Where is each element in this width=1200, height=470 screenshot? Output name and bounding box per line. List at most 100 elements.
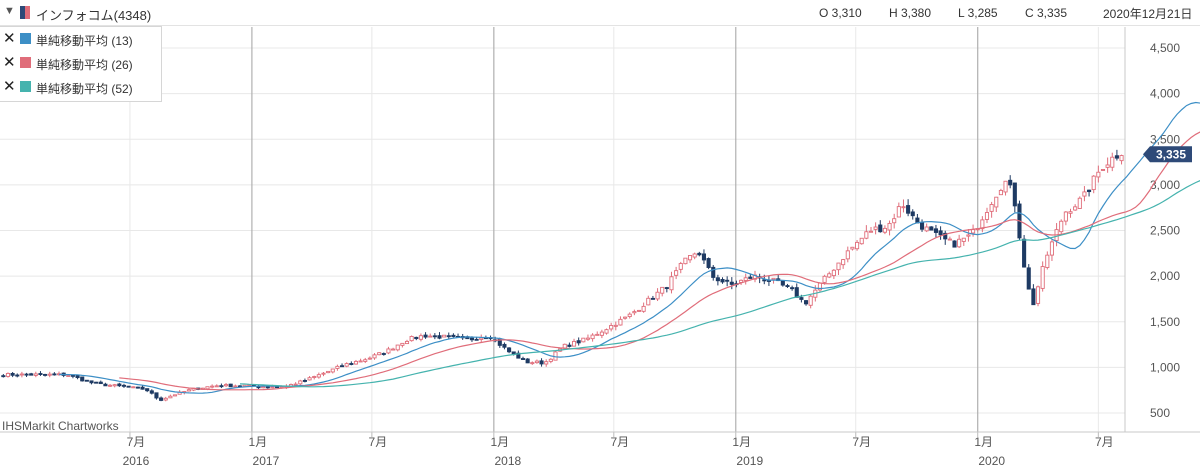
legend-item-sma52: ✕ 単純移動平均 (52) <box>0 77 160 97</box>
candle-down <box>507 347 512 353</box>
candle-up <box>409 335 414 342</box>
candle-up <box>442 334 447 338</box>
candle-up <box>882 227 887 233</box>
candle-up <box>841 259 846 266</box>
collapse-caret-icon[interactable]: ▼ <box>4 5 15 17</box>
candle-up <box>321 372 326 375</box>
indicator-legend: ✕ 単純移動平均 (13) ✕ 単純移動平均 (26) ✕ 単純移動平均 (52… <box>0 26 162 102</box>
chart-header: ▼ インフォコム(4348) O 3,310 H 3,380 L 3,285 C… <box>0 0 1200 26</box>
candle-down <box>349 363 354 365</box>
candle-down <box>748 276 753 279</box>
candle-down <box>469 337 475 341</box>
candle-down <box>135 386 140 389</box>
open-value: O 3,310 <box>819 6 862 20</box>
x-month-label: 1月 <box>732 435 751 449</box>
candle-up <box>855 241 860 250</box>
candle-up <box>595 333 600 336</box>
candle-up <box>172 394 178 397</box>
candle-up <box>1082 191 1087 197</box>
candle-up <box>827 273 832 278</box>
candle-up <box>1091 175 1096 191</box>
x-month-label: 7月 <box>610 435 629 449</box>
candle-down <box>52 373 57 376</box>
candle-down <box>121 384 127 387</box>
candle-down <box>381 353 386 355</box>
candle-up <box>293 383 298 386</box>
x-year-label: 2016 <box>123 454 150 468</box>
candle-down <box>154 392 159 399</box>
candle-up <box>210 385 215 388</box>
candle-up <box>1096 171 1101 178</box>
y-tick-label: 2,500 <box>1150 224 1180 238</box>
candle-up <box>1049 241 1054 256</box>
candle-down <box>75 375 80 379</box>
candle-up <box>353 360 359 365</box>
candle-up <box>205 386 210 390</box>
x-year-label: 2020 <box>978 454 1005 468</box>
candle-up <box>571 340 577 347</box>
candle-up <box>1063 211 1068 222</box>
remove-icon[interactable]: ✕ <box>3 78 16 95</box>
candle-up <box>808 295 813 306</box>
candle-up <box>674 270 679 276</box>
candle-down <box>785 285 790 288</box>
candle-up <box>859 237 864 245</box>
candle-up <box>358 360 363 363</box>
candle-up <box>530 362 535 365</box>
remove-icon[interactable]: ✕ <box>3 54 16 71</box>
candle-up <box>534 360 539 364</box>
candle-down <box>715 277 720 282</box>
candle-up <box>687 255 693 261</box>
candle-up <box>892 218 897 224</box>
candle-up <box>1003 180 1008 193</box>
x-year-label: 2017 <box>253 454 280 468</box>
candle-up <box>947 238 952 241</box>
candle-up <box>771 277 776 281</box>
candle-up <box>901 206 906 209</box>
y-tick-label: 1,000 <box>1150 360 1180 374</box>
last-price-badge <box>1143 146 1192 163</box>
candle-up <box>632 311 637 314</box>
candle-up <box>998 189 1003 196</box>
y-tick-label: 2,000 <box>1150 269 1180 283</box>
candle-up <box>831 269 836 277</box>
candle-down <box>140 386 145 390</box>
x-year-label: 2018 <box>494 454 521 468</box>
candle-up <box>335 365 340 369</box>
x-month-label: 1月 <box>249 435 268 449</box>
candle-down <box>1114 155 1119 159</box>
candle-up <box>609 325 614 330</box>
candle-down <box>84 379 89 382</box>
candle-up <box>822 275 827 283</box>
high-value: H 3,380 <box>889 6 932 20</box>
y-tick-label: 3,500 <box>1150 132 1180 146</box>
candle-up <box>186 389 191 392</box>
candle-up <box>1040 266 1045 289</box>
candle-up <box>599 331 604 336</box>
candle-up <box>307 377 312 381</box>
candle-up <box>646 297 651 306</box>
candle-up <box>312 376 317 378</box>
candle-up <box>163 397 168 401</box>
candle-up <box>966 234 971 237</box>
candle-up <box>669 276 674 291</box>
candle-up <box>957 238 962 248</box>
y-tick-label: 1,500 <box>1150 315 1180 329</box>
candle-up <box>418 335 423 340</box>
candle-up <box>836 262 841 271</box>
remove-icon[interactable]: ✕ <box>3 30 16 47</box>
candle-up <box>989 204 994 212</box>
candle-down <box>451 334 456 337</box>
y-tick-label: 4,000 <box>1150 87 1180 101</box>
x-month-label: 1月 <box>490 435 509 449</box>
candle-up <box>404 340 410 345</box>
candle-down <box>910 211 915 217</box>
candle-up <box>1077 197 1082 209</box>
candle-down <box>414 336 419 340</box>
candle-down <box>38 373 43 375</box>
candle-down <box>516 352 521 359</box>
x-year-label: 2019 <box>736 454 763 468</box>
candle-down <box>520 358 526 360</box>
candle-down <box>117 383 122 387</box>
